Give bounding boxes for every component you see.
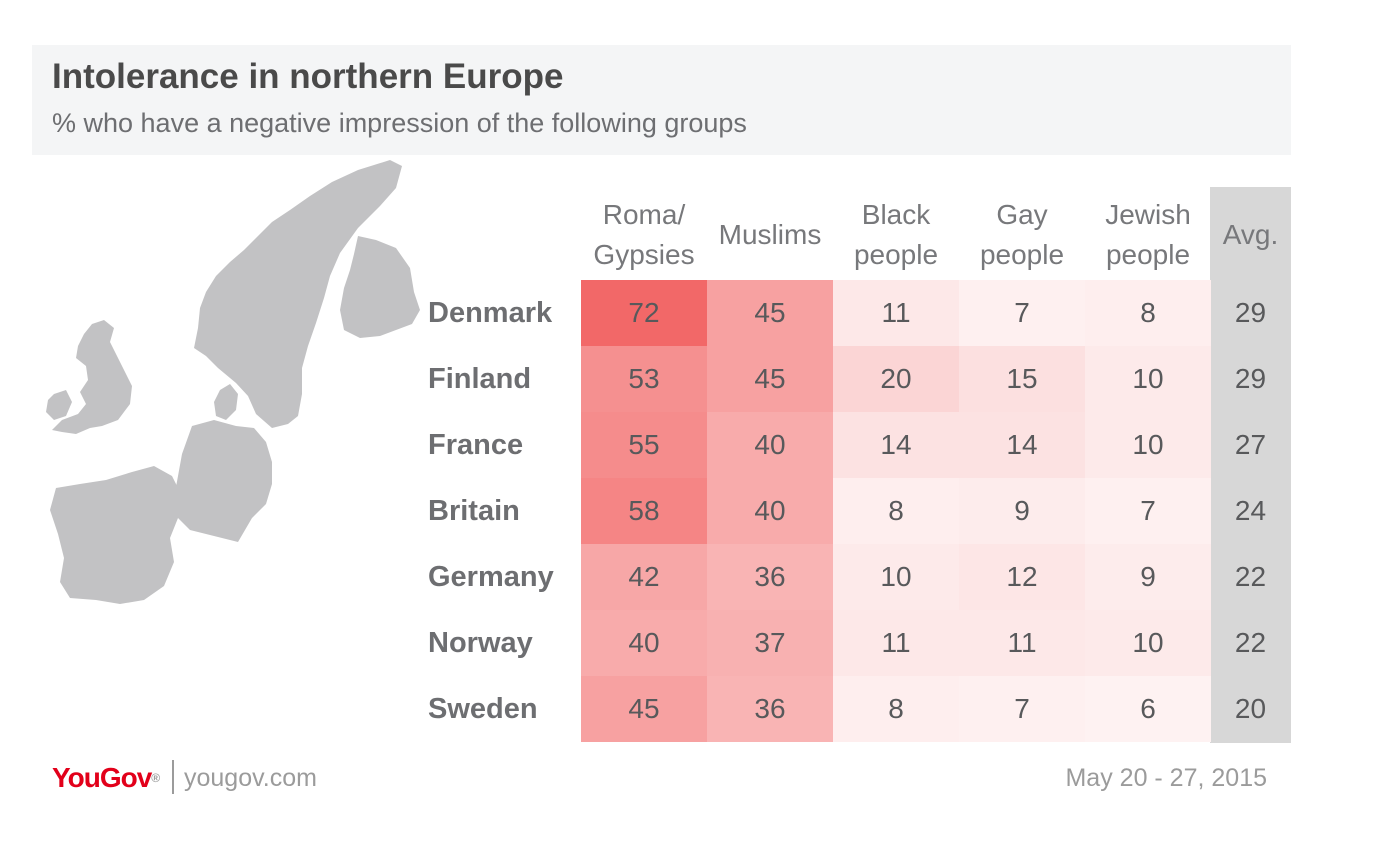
heatmap-cell: 37 xyxy=(707,610,833,676)
heatmap-cell: 55 xyxy=(581,412,707,478)
column-header-muslims-line-1: Muslims xyxy=(718,219,822,250)
heatmap-cell: 12 xyxy=(959,544,1085,610)
row-label-britain: Britain xyxy=(428,494,520,527)
heatmap-cell: 36 xyxy=(707,544,833,610)
column-header-avg-label: Avg. xyxy=(1222,219,1279,250)
yougov-logo-gov: Gov xyxy=(99,762,152,793)
heatmap-cell: 14 xyxy=(833,412,959,478)
column-header-muslims: Muslims xyxy=(707,195,833,275)
column-header-avg: Avg. xyxy=(1210,195,1291,275)
heatmap-cell: 45 xyxy=(581,676,707,742)
heatmap-cell: 40 xyxy=(707,412,833,478)
avg-cell: 24 xyxy=(1234,495,1267,526)
column-header-gay-line-2: people xyxy=(979,239,1065,270)
yougov-logo: You Gov ® xyxy=(52,760,160,796)
avg-cell: 22 xyxy=(1234,561,1267,592)
heatmap-cell: 9 xyxy=(1085,544,1211,610)
footer-divider xyxy=(172,760,174,794)
row-label-france: France xyxy=(428,428,524,461)
column-header-roma-line-1: Roma/ xyxy=(602,199,686,230)
avg-cell: 27 xyxy=(1234,429,1267,460)
heatmap-cell: 9 xyxy=(959,478,1085,544)
footer-date: May 20 - 27, 2015 xyxy=(1065,763,1267,792)
column-header-roma: Roma/ Gypsies xyxy=(581,195,707,275)
column-header-jewish-line-2: people xyxy=(1105,239,1191,270)
column-header-jewish-line-1: Jewish xyxy=(1105,199,1191,230)
heatmap-cell: 15 xyxy=(959,346,1085,412)
average-column-band xyxy=(1210,187,1291,743)
column-header-gay-line-1: Gay xyxy=(996,199,1048,230)
avg-cell: 29 xyxy=(1234,297,1267,328)
avg-cell: 22 xyxy=(1234,627,1267,658)
row-label-germany: Germany xyxy=(428,560,554,593)
heatmap-cell: 8 xyxy=(833,478,959,544)
yougov-logo-mark: ® xyxy=(151,771,160,785)
heatmap-cell: 11 xyxy=(833,280,959,346)
column-header-black-line-2: people xyxy=(853,239,939,270)
row-label-norway: Norway xyxy=(428,626,533,659)
heatmap-cell: 72 xyxy=(581,280,707,346)
column-header-jewish-people: Jewish people xyxy=(1085,195,1211,275)
heatmap-cell: 42 xyxy=(581,544,707,610)
heatmap-cell: 53 xyxy=(581,346,707,412)
avg-cell: 29 xyxy=(1234,363,1267,394)
column-header-black-people: Black people xyxy=(833,195,959,275)
heatmap-cell: 6 xyxy=(1085,676,1211,742)
yougov-logo-you: You xyxy=(52,762,101,793)
column-header-roma-line-2: Gypsies xyxy=(593,239,695,270)
heatmap-cell: 10 xyxy=(1085,610,1211,676)
heatmap-cell: 40 xyxy=(581,610,707,676)
heatmap-cell: 45 xyxy=(707,280,833,346)
column-header-gay-people: Gay people xyxy=(959,195,1085,275)
chart-subtitle: % who have a negative impression of the … xyxy=(52,108,747,138)
footer-site-link[interactable]: yougov.com xyxy=(184,763,317,792)
heatmap-cell: 58 xyxy=(581,478,707,544)
heatmap-cell: 20 xyxy=(833,346,959,412)
row-label-sweden: Sweden xyxy=(428,692,538,725)
heatmap-cell: 10 xyxy=(1085,412,1211,478)
heatmap-cell: 11 xyxy=(959,610,1085,676)
heatmap-cell: 14 xyxy=(959,412,1085,478)
heatmap-cell: 7 xyxy=(1085,478,1211,544)
heatmap-cell: 8 xyxy=(1085,280,1211,346)
heatmap-cell: 36 xyxy=(707,676,833,742)
column-header-black-line-1: Black xyxy=(861,199,931,230)
heatmap-cell: 10 xyxy=(1085,346,1211,412)
heatmap-cell: 10 xyxy=(833,544,959,610)
heatmap-cell: 8 xyxy=(833,676,959,742)
heatmap-cell: 7 xyxy=(959,280,1085,346)
chart-title: Intolerance in northern Europe xyxy=(52,57,564,96)
heatmap-cell: 40 xyxy=(707,478,833,544)
northern-europe-map-icon xyxy=(46,160,420,604)
avg-cell: 20 xyxy=(1234,693,1267,724)
header-banner: Intolerance in northern Europe % who hav… xyxy=(32,45,1291,155)
heatmap-cell: 45 xyxy=(707,346,833,412)
row-label-denmark: Denmark xyxy=(428,296,553,329)
row-label-finland: Finland xyxy=(428,362,532,395)
heatmap-cell: 11 xyxy=(833,610,959,676)
heatmap-cell: 7 xyxy=(959,676,1085,742)
